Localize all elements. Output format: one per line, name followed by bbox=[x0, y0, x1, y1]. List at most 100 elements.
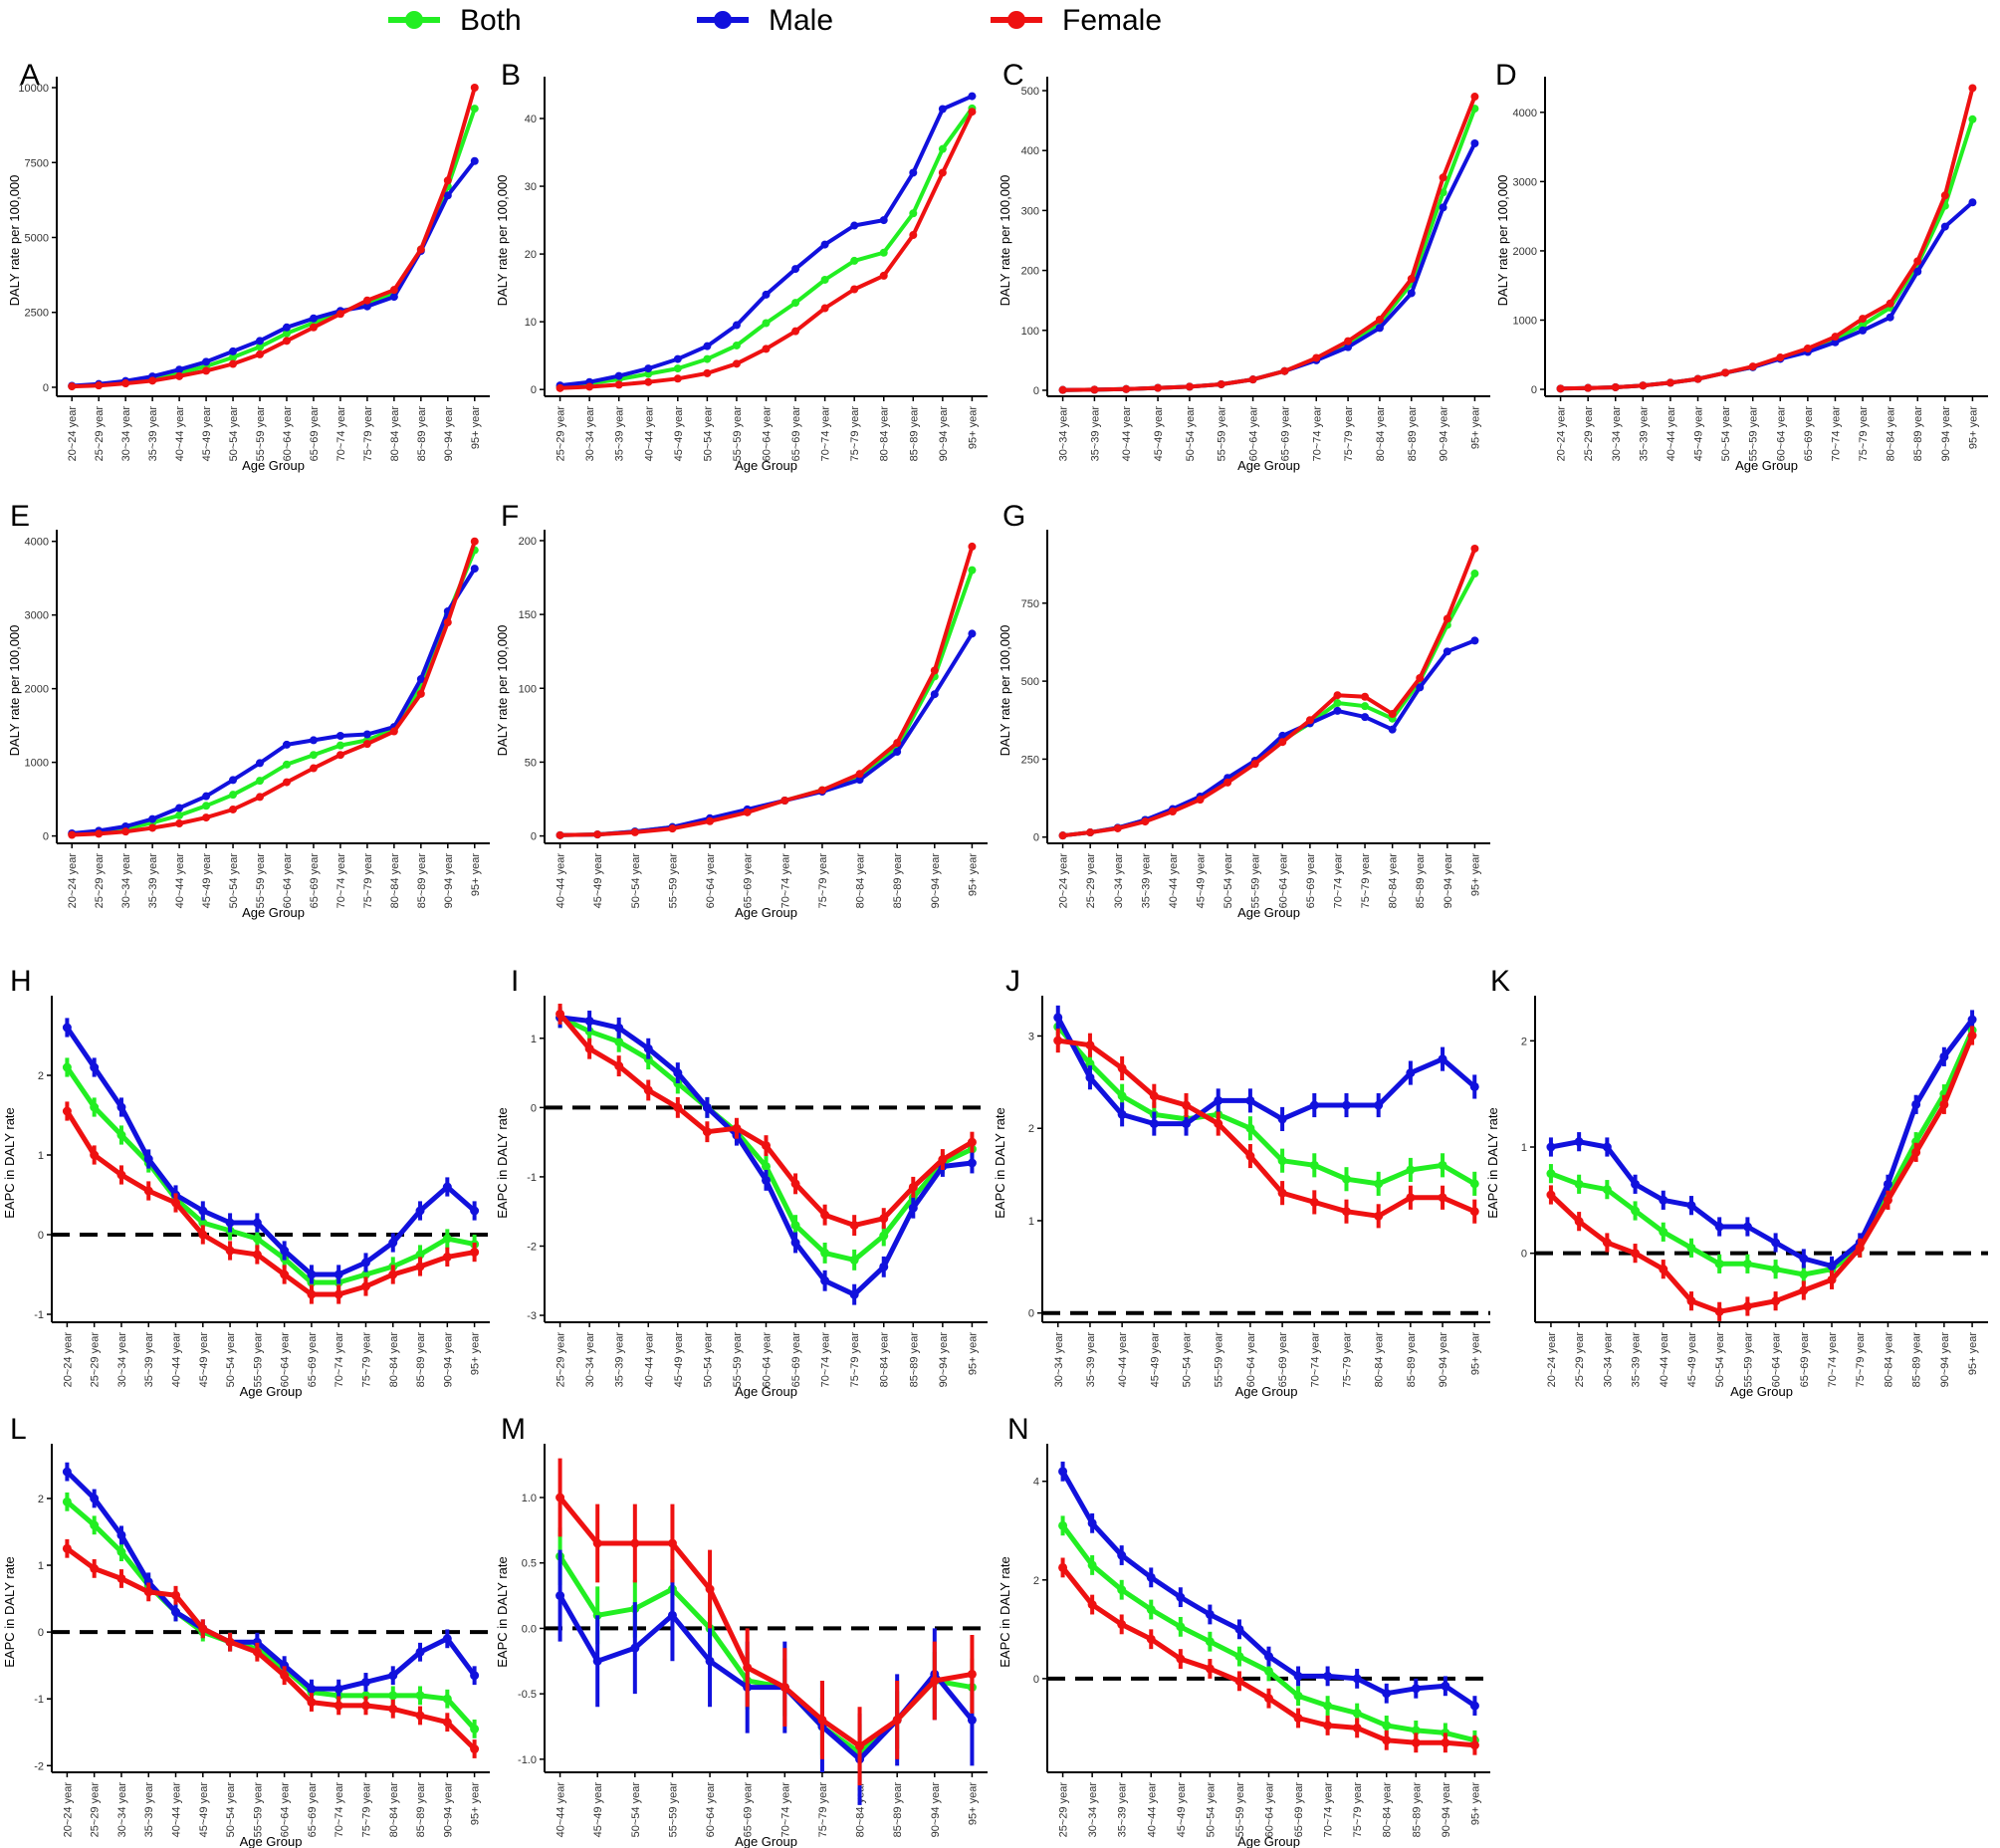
x-tick-label: 70~74 year bbox=[1332, 853, 1344, 909]
x-tick-label: 60~64 year bbox=[1277, 853, 1289, 909]
x-tick-label: 65~69 year bbox=[790, 1332, 802, 1388]
data-point bbox=[175, 804, 184, 812]
x-tick-label: 95+ year bbox=[470, 853, 482, 896]
data-point bbox=[643, 1043, 653, 1053]
data-point bbox=[1146, 1605, 1156, 1615]
data-point bbox=[309, 764, 318, 773]
data-point bbox=[1176, 1622, 1186, 1632]
x-tick-label: 40~44 year bbox=[643, 406, 655, 462]
data-point bbox=[820, 275, 829, 284]
data-point bbox=[1293, 1714, 1303, 1724]
data-point bbox=[1382, 1689, 1392, 1699]
x-tick-label: 20~24 year bbox=[1058, 853, 1070, 909]
x-tick-label: 95+ year bbox=[967, 853, 979, 896]
x-tick-label: 55~59 year bbox=[732, 1332, 744, 1388]
data-point bbox=[1374, 1179, 1384, 1189]
x-tick-label: 85~89 year bbox=[1406, 1332, 1418, 1388]
data-point bbox=[732, 321, 741, 330]
data-point bbox=[893, 748, 902, 757]
data-point bbox=[175, 365, 184, 374]
y-tick-label: 7500 bbox=[25, 157, 49, 169]
data-point bbox=[1117, 1619, 1127, 1629]
x-tick-label: 25~29 year bbox=[90, 1332, 102, 1388]
y-axis-title: DALY rate per 100,000 bbox=[495, 175, 510, 307]
x-axis-title: Age Group bbox=[735, 1834, 797, 1848]
data-point bbox=[252, 1647, 262, 1657]
panel-h: H -1 0 1 2 20~24 year 25~29 year 30~34 year 35~3… bbox=[2, 965, 490, 1399]
data-point bbox=[1264, 1694, 1273, 1704]
series-female bbox=[1053, 1029, 1479, 1229]
x-axis-title: Age Group bbox=[735, 905, 797, 920]
series-line bbox=[65, 1065, 476, 1285]
x-tick-label: 30~34 year bbox=[1087, 1782, 1099, 1838]
data-point bbox=[256, 337, 265, 346]
data-point bbox=[143, 1577, 153, 1587]
data-point bbox=[643, 1085, 653, 1095]
x-tick-label: 95+ year bbox=[470, 1332, 482, 1375]
data-point bbox=[1264, 1652, 1273, 1662]
data-point bbox=[335, 731, 344, 740]
x-tick-label: 90~94 year bbox=[930, 853, 942, 909]
data-point bbox=[1333, 699, 1342, 708]
x-tick-label: 80~84 year bbox=[879, 406, 891, 462]
data-point bbox=[791, 265, 800, 274]
y-tick-label: 100 bbox=[1021, 326, 1039, 338]
data-point bbox=[470, 537, 479, 546]
data-point bbox=[1361, 702, 1370, 711]
y-tick-label: -3 bbox=[527, 1310, 537, 1322]
x-axis-title: Age Group bbox=[242, 905, 305, 920]
series-female bbox=[68, 537, 479, 839]
panel-letter: A bbox=[20, 59, 40, 92]
data-point bbox=[1968, 84, 1977, 93]
x-tick-label: 90~94 year bbox=[938, 406, 950, 462]
data-point bbox=[1631, 1179, 1641, 1189]
x-tick-label: 60~64 year bbox=[1264, 1782, 1276, 1838]
series-both bbox=[1546, 1021, 1977, 1284]
data-point bbox=[1388, 709, 1397, 718]
data-point bbox=[1556, 384, 1565, 393]
data-point bbox=[225, 1637, 235, 1647]
series-female bbox=[1546, 1026, 1977, 1321]
data-point bbox=[1913, 257, 1922, 266]
x-tick-label: 20~24 year bbox=[67, 406, 79, 462]
data-point bbox=[908, 1182, 918, 1192]
panel-l: L -2 -1 0 1 2 20~24 year 25~29 year 30~34 year 35… bbox=[2, 1413, 490, 1848]
series-line bbox=[559, 546, 975, 837]
data-point bbox=[90, 1062, 100, 1072]
x-tick-label: 95+ year bbox=[967, 1782, 979, 1825]
x-tick-label: 65~69 year bbox=[1803, 406, 1815, 462]
data-point bbox=[1438, 1160, 1447, 1170]
x-tick-label: 55~59 year bbox=[1748, 406, 1760, 462]
data-point bbox=[1859, 321, 1868, 330]
legend: Both Male Female bbox=[388, 4, 1162, 37]
data-point bbox=[820, 1275, 830, 1285]
data-point bbox=[1439, 173, 1447, 182]
data-point bbox=[1411, 1737, 1421, 1747]
data-point bbox=[229, 776, 238, 785]
x-tick-label: 90~94 year bbox=[1939, 1332, 1951, 1388]
x-tick-label: 35~39 year bbox=[147, 406, 159, 462]
data-point bbox=[732, 1123, 742, 1133]
data-point bbox=[470, 565, 479, 574]
data-point bbox=[202, 366, 211, 375]
data-point bbox=[732, 341, 741, 349]
x-tick-label: 20~24 year bbox=[67, 853, 79, 909]
series-male bbox=[1058, 1461, 1479, 1717]
x-tick-label: 95+ year bbox=[470, 406, 482, 449]
data-point bbox=[1058, 1467, 1068, 1477]
x-tick-label: 45~49 year bbox=[592, 853, 604, 909]
x-tick-label: 70~74 year bbox=[1309, 1332, 1321, 1388]
data-point bbox=[470, 84, 479, 93]
data-point bbox=[1803, 345, 1812, 353]
legend-label: Male bbox=[769, 4, 833, 37]
x-tick-label: 40~44 year bbox=[1121, 406, 1133, 462]
data-point bbox=[879, 1231, 889, 1241]
x-tick-label: 80~84 year bbox=[1388, 853, 1400, 909]
data-point bbox=[1631, 1206, 1641, 1216]
x-tick-label: 85~89 year bbox=[1411, 1782, 1423, 1838]
data-point bbox=[280, 1671, 290, 1681]
panel-m: M -1.0 -0.5 0.0 0.5 1.0 40~44 year 45~49 year 50… bbox=[495, 1413, 988, 1848]
data-point bbox=[1223, 778, 1232, 787]
y-tick-label: 0 bbox=[1033, 1674, 1039, 1686]
data-point bbox=[630, 1538, 640, 1548]
